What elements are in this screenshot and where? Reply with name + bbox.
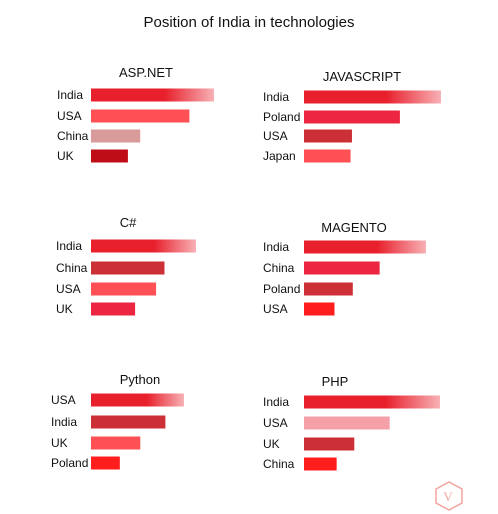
category-label: India <box>56 239 82 253</box>
bar <box>304 149 351 163</box>
bar <box>91 456 120 470</box>
bar <box>91 282 157 296</box>
panel-title: JAVASCRIPT <box>323 69 401 84</box>
bar <box>304 110 400 124</box>
chart-panel-python: Python USA India UK Poland <box>51 372 184 470</box>
bar <box>304 457 337 471</box>
panel-title: PHP <box>322 374 349 389</box>
panel-title: C# <box>120 215 137 230</box>
bar <box>304 302 335 316</box>
logo-hexagon-icon <box>435 481 463 511</box>
category-label: USA <box>56 282 81 296</box>
category-label: India <box>57 88 83 102</box>
bar <box>91 129 141 143</box>
panel-title: Python <box>120 372 160 387</box>
category-label: UK <box>57 149 74 163</box>
bar <box>304 261 380 275</box>
category-label: China <box>263 261 295 275</box>
bar <box>91 88 214 102</box>
category-label: India <box>263 90 289 104</box>
bar <box>91 393 184 407</box>
category-label: India <box>51 415 77 429</box>
logo: V <box>435 481 463 511</box>
logo-text: V <box>443 489 453 504</box>
category-label: Poland <box>263 282 300 296</box>
category-label: Japan <box>263 149 296 163</box>
category-label: UK <box>51 436 68 450</box>
bar <box>91 149 128 163</box>
bar <box>91 436 141 450</box>
bar <box>304 129 352 143</box>
category-label: USA <box>51 393 76 407</box>
bar <box>304 416 390 430</box>
category-label: China <box>56 261 88 275</box>
category-label: India <box>263 395 289 409</box>
category-label: China <box>263 457 295 471</box>
bar <box>304 282 353 296</box>
bar <box>304 437 355 451</box>
category-label: Poland <box>51 456 88 470</box>
bar <box>91 261 165 275</box>
chart-panel-javascript: JAVASCRIPT India Poland USA Japan <box>263 69 441 163</box>
bar <box>91 239 196 253</box>
category-label: UK <box>263 437 280 451</box>
panel-title: MAGENTO <box>321 220 387 235</box>
category-label: UK <box>56 302 73 316</box>
bar <box>304 395 440 409</box>
category-label: China <box>57 129 89 143</box>
category-label: USA <box>57 109 82 123</box>
chart-panel-magento: MAGENTO India China Poland USA <box>263 220 426 316</box>
category-label: USA <box>263 129 288 143</box>
category-label: USA <box>263 416 288 430</box>
bar <box>91 109 190 123</box>
chart-title: Position of India in technologies <box>143 14 355 31</box>
category-label: India <box>263 240 289 254</box>
bar <box>304 90 441 104</box>
category-label: Poland <box>263 110 300 124</box>
chart-panel-asp-net: ASP.NET India USA China UK <box>57 65 214 163</box>
panel-title: ASP.NET <box>119 65 173 80</box>
bar <box>304 240 426 254</box>
bar <box>91 302 136 316</box>
bar <box>91 415 166 429</box>
category-label: USA <box>263 302 288 316</box>
chart-panel-php: PHP India USA UK China <box>263 374 440 471</box>
chart-panel-c-: C# India China USA UK <box>56 215 196 316</box>
